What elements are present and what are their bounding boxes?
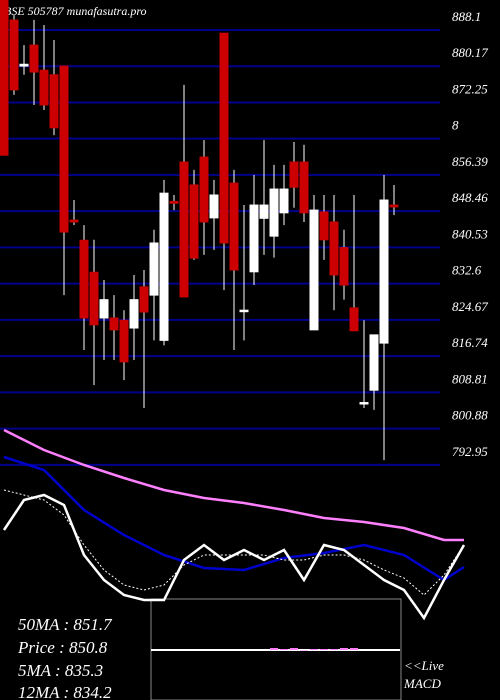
macd-bar [310,649,318,650]
candle-body [189,184,199,259]
candle-body [339,247,349,286]
ma-line [3,428,464,542]
candle-body [329,221,339,276]
candle-body [169,200,179,204]
candle-body [69,219,79,223]
candle-body [49,74,59,129]
candle-body [209,194,219,219]
candle-body [219,32,229,244]
macd-bar [320,649,328,650]
candle-body [239,309,249,313]
y-tick-label: 808.81 [452,371,488,386]
macd-bar [330,649,338,650]
candle-body [309,209,319,331]
candle-body [39,69,49,106]
stat: 5MA : 835.3 [18,661,103,680]
y-tick-label: 816.74 [452,335,488,350]
candle-body [79,239,89,319]
y-tick-label: 832.6 [452,263,482,278]
y-tick-label: 824.67 [452,299,488,314]
candle-body [259,204,269,219]
macd-label: MACD [403,676,441,691]
stat: 50MA : 851.7 [18,615,113,634]
y-tick-label: 880.17 [452,45,488,60]
y-tick-label: 8 [452,118,459,133]
candle-body [119,319,129,363]
macd-bar [290,648,298,650]
candle-body [99,299,109,319]
y-tick-label: 872.25 [452,81,488,96]
candle-body [139,286,149,313]
ma-line [2,493,466,621]
candle-body [59,65,69,233]
candle-body [299,161,309,214]
y-tick-label: 800.88 [452,408,488,423]
candle-body [29,44,39,73]
candle-body [289,161,299,188]
macd-bar [270,648,278,650]
ma-line [3,455,465,582]
candle-body [0,0,9,156]
candle-body [229,182,239,271]
chart-title: BSE 505787 munafasutra.pro [4,4,147,18]
candle-body [199,156,209,223]
candle-body [149,242,159,296]
candle-body [269,188,279,237]
macd-bar [300,650,308,651]
candle-body [249,204,259,273]
y-tick-label: 856.39 [452,154,488,169]
y-tick-label: 792.95 [452,444,488,459]
macd-bar [340,648,348,650]
candle-body [349,307,359,332]
ma-line [3,489,465,596]
macd-label: <<Live [404,658,444,673]
candle-body [109,317,119,331]
candle-body [319,211,329,241]
candle-body [89,271,99,326]
macd-bar [350,648,358,650]
candle-body [129,299,139,329]
macd-bar [280,649,288,650]
candle-body [359,402,369,405]
candle-body [19,63,29,67]
candle-body [389,204,399,208]
stat: Price : 850.8 [17,638,108,657]
candle-body [9,19,19,91]
candle-body [369,334,379,391]
candle-body [279,188,289,214]
candle-body [159,192,169,341]
y-tick-label: 840.53 [452,226,488,241]
stat: 12MA : 834.2 [18,683,112,700]
candle-body [379,199,389,344]
candle-body [179,161,189,298]
y-tick-label: 888.1 [452,9,481,24]
y-tick-label: 848.46 [452,190,488,205]
